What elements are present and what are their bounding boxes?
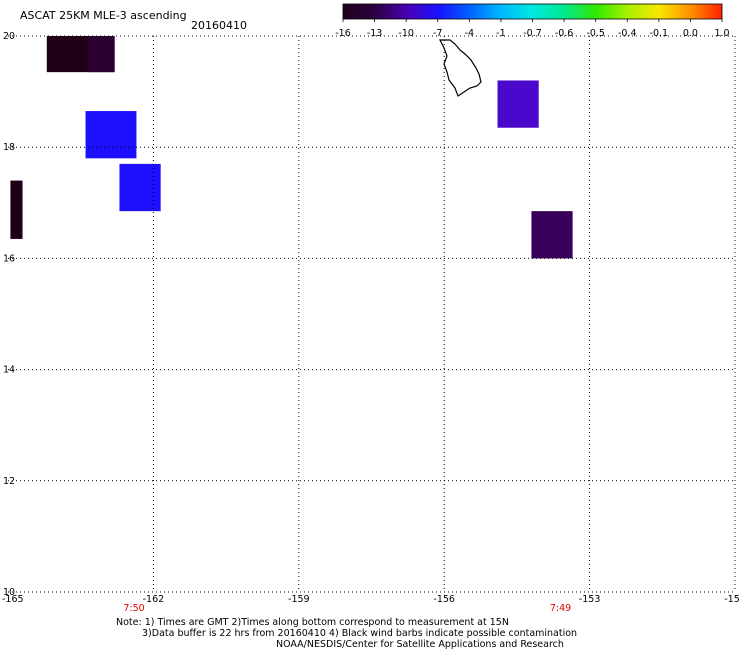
colorbar-label: 0.0 <box>683 28 698 39</box>
note-line-1: Note: 1) Times are GMT 2)Times along bot… <box>116 617 509 628</box>
colorbar-label: -0.5 <box>586 28 605 39</box>
colorbar-label: -4 <box>465 28 474 39</box>
lon-label: -156 <box>433 594 455 605</box>
lat-label: 16 <box>3 253 15 264</box>
colorbar-label: -1 <box>496 28 505 39</box>
lat-label: 18 <box>3 142 15 153</box>
colorbar-label: -0.7 <box>523 28 542 39</box>
colorbar-label: -0.4 <box>618 28 637 39</box>
note-line-2: 3)Data buffer is 22 hrs from 20160410 4)… <box>142 628 578 639</box>
lon-label: -150 <box>724 594 740 605</box>
map-panel: 20 18 16 14 12 10-165 -162 -159 -156 -153 -150 7:50… <box>2 31 740 614</box>
colorbar-label: -10 <box>398 28 414 39</box>
time-label: 7:50 <box>123 603 144 614</box>
colorbar-label: 1.0 <box>714 28 729 39</box>
lat-label: 20 <box>3 31 15 42</box>
lat-label: 10 <box>3 587 15 598</box>
colorbar-label: -0.6 <box>555 28 574 39</box>
colorbar-label: -7 <box>433 28 442 39</box>
cell-edge-left <box>10 180 23 239</box>
colorbar-label: -0.1 <box>650 28 669 39</box>
colorbar-label: -16 <box>335 28 351 39</box>
colorbar: -16 -13 -10 -7 -4 -1 -0.7 -0.6 -0.5 -0.4 -0.1 0.0 1.… <box>335 3 730 39</box>
colorbar-label: -13 <box>367 28 383 39</box>
lon-label: -162 <box>143 594 165 605</box>
lon-label: -159 <box>288 594 310 605</box>
lon-label: -165 <box>2 594 24 605</box>
coastline-hawaii <box>439 39 482 97</box>
lat-label: 12 <box>3 476 15 487</box>
cell-violet <box>497 80 539 128</box>
note-line-3: NOAA/NESDIS/Center for Satellite Applica… <box>276 639 564 650</box>
cell-purple <box>531 211 573 259</box>
cell-blue-2 <box>119 163 161 212</box>
cell-dark-top-b <box>87 36 115 73</box>
time-label: 7:49 <box>550 603 571 614</box>
lon-label: -153 <box>579 594 601 605</box>
cell-blue-1 <box>85 111 137 159</box>
product-date: 20160410 <box>191 19 247 32</box>
product-title: ASCAT 25KM MLE-3 ascending <box>20 9 187 22</box>
lat-label: 14 <box>3 365 15 376</box>
